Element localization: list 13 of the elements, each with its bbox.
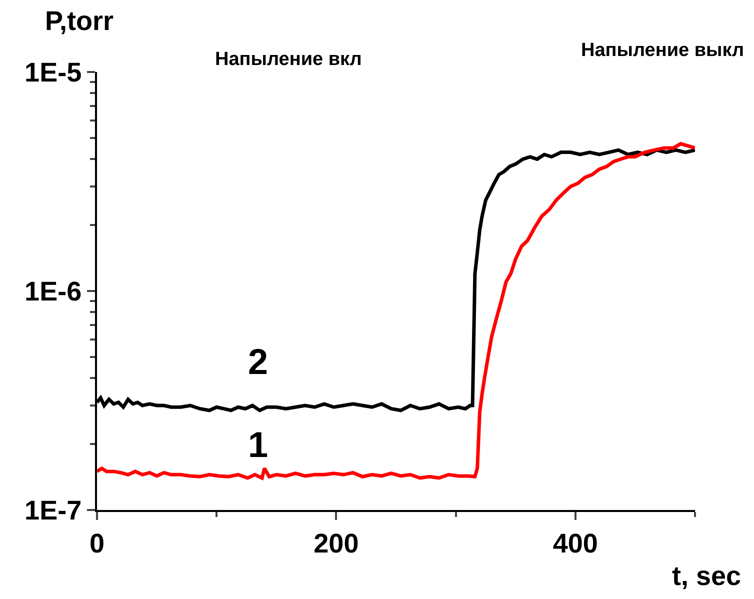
text: Напыление выкл xyxy=(581,40,744,61)
line-series xyxy=(97,142,695,480)
annotation: 1 xyxy=(248,424,268,465)
y-tick-label: 1E-5 xyxy=(24,57,82,88)
x-tick-label: 200 xyxy=(314,528,359,558)
x-tick-label: 0 xyxy=(89,528,105,558)
y-tick-label: 1E-6 xyxy=(24,276,82,306)
annotation: 2 xyxy=(248,341,268,382)
y-axis-title: P,torr xyxy=(45,6,114,36)
x-tick-label: 400 xyxy=(552,528,598,558)
text: Напыление вкл xyxy=(215,49,362,70)
x-axis-title: t, sec xyxy=(672,561,742,591)
y-tick-label: 1E-7 xyxy=(24,495,82,526)
